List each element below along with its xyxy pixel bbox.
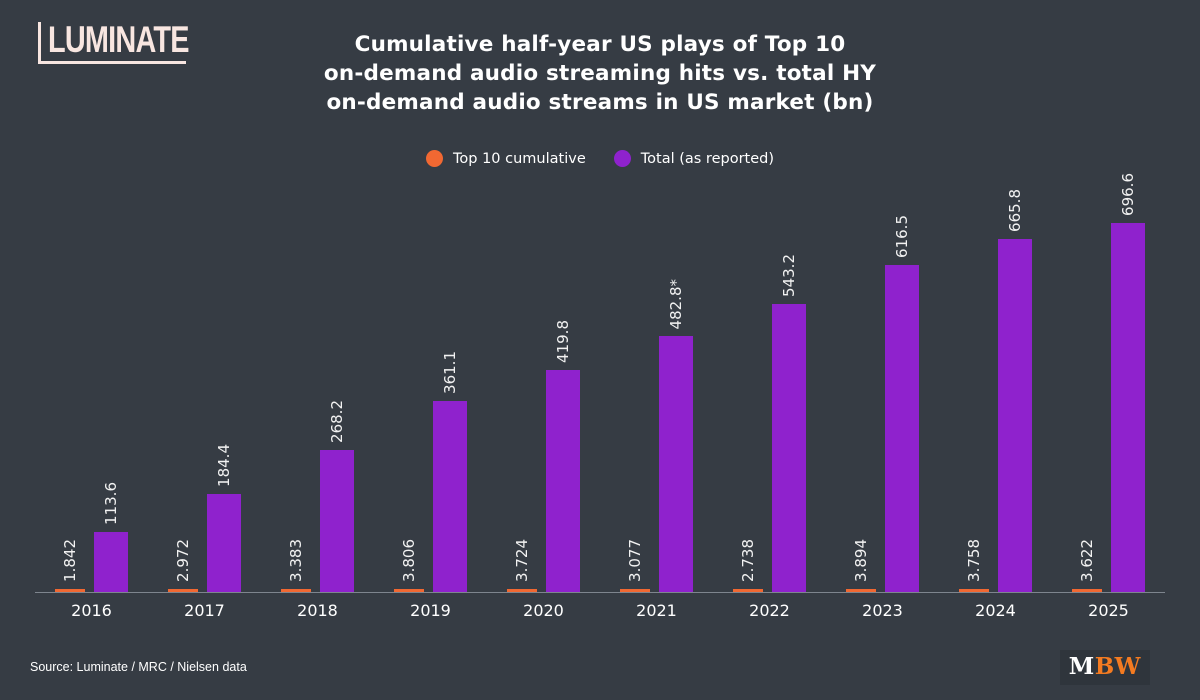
legend-label-total: Total (as reported) bbox=[640, 150, 774, 167]
x-axis-label-2017: 2017 bbox=[184, 601, 225, 620]
bar-value-label-total-2021: 482.8* bbox=[667, 278, 685, 330]
bar-value-label-total-2020: 419.8 bbox=[554, 319, 572, 363]
bar-group-2023: 3.894 616.5 2023 bbox=[846, 140, 919, 620]
bar-value-label-top10-2022: 2.738 bbox=[739, 538, 757, 582]
chart-title-line-1: Cumulative half-year US plays of Top 10 bbox=[354, 32, 846, 57]
bar-total-2023 bbox=[885, 265, 919, 592]
bar-value-label-total-2023: 616.5 bbox=[893, 215, 911, 259]
mbw-logo-m: M bbox=[1068, 653, 1095, 680]
bar-value-label-top10-2016: 1.842 bbox=[61, 538, 79, 582]
x-axis-label-2023: 2023 bbox=[862, 601, 903, 620]
bar-wrap-total-2022: 543.2 bbox=[772, 254, 806, 592]
bar-top10-2018 bbox=[281, 588, 311, 592]
bar-top10-2021 bbox=[620, 588, 650, 592]
bar-total-2017 bbox=[207, 494, 241, 592]
bar-group-2018: 3.383 268.2 2018 bbox=[281, 140, 354, 620]
x-axis-label-2020: 2020 bbox=[523, 601, 564, 620]
bar-group-2021: 3.077 482.8* 2021 bbox=[620, 140, 693, 620]
bar-wrap-total-2024: 665.8 bbox=[998, 189, 1032, 592]
bar-top10-2024 bbox=[959, 588, 989, 592]
bar-value-label-top10-2023: 3.894 bbox=[852, 538, 870, 582]
bar-wrap-top10-2025: 3.622 bbox=[1072, 539, 1102, 592]
bar-wrap-top10-2020: 3.724 bbox=[507, 539, 537, 592]
bar-top10-2020 bbox=[507, 588, 537, 592]
bar-value-label-total-2024: 665.8 bbox=[1006, 189, 1024, 233]
legend-dot-orange-icon bbox=[426, 150, 443, 167]
bar-total-2020 bbox=[546, 369, 580, 592]
bar-top10-2023 bbox=[846, 588, 876, 592]
bar-value-label-top10-2019: 3.806 bbox=[400, 538, 418, 582]
bar-group-2020: 3.724 419.8 2020 bbox=[507, 140, 580, 620]
bar-value-label-top10-2020: 3.724 bbox=[513, 538, 531, 582]
x-axis-label-2022: 2022 bbox=[749, 601, 790, 620]
bar-top10-2019 bbox=[394, 588, 424, 592]
bar-value-label-top10-2017: 2.972 bbox=[174, 538, 192, 582]
legend-item-top10: Top 10 cumulative bbox=[426, 150, 586, 167]
x-axis-label-2025: 2025 bbox=[1088, 601, 1129, 620]
bar-wrap-total-2023: 616.5 bbox=[885, 215, 919, 592]
x-axis-label-2021: 2021 bbox=[636, 601, 677, 620]
source-note: Source: Luminate / MRC / Nielsen data bbox=[30, 660, 247, 674]
x-axis-label-2019: 2019 bbox=[410, 601, 451, 620]
bar-wrap-top10-2024: 3.758 bbox=[959, 539, 989, 592]
bar-group-2016: 1.842 113.6 2016 bbox=[55, 140, 128, 620]
bar-group-2017: 2.972 184.4 2017 bbox=[168, 140, 241, 620]
bar-value-label-total-2022: 543.2 bbox=[780, 254, 798, 298]
bar-wrap-total-2025: 696.6 bbox=[1111, 173, 1145, 592]
bar-top10-2025 bbox=[1072, 588, 1102, 592]
bar-value-label-total-2016: 113.6 bbox=[102, 481, 120, 525]
bar-wrap-total-2020: 419.8 bbox=[546, 320, 580, 592]
bar-wrap-total-2018: 268.2 bbox=[320, 400, 354, 592]
bar-wrap-top10-2021: 3.077 bbox=[620, 539, 650, 592]
mbw-logo: MBW bbox=[1059, 650, 1150, 685]
x-axis-label-2016: 2016 bbox=[71, 601, 112, 620]
mbw-logo-bw: BW bbox=[1094, 653, 1141, 680]
bar-wrap-top10-2019: 3.806 bbox=[394, 539, 424, 592]
bar-group-2025: 3.622 696.6 2025 bbox=[1072, 140, 1145, 620]
bar-top10-2016 bbox=[55, 588, 85, 592]
bar-group-2024: 3.758 665.8 2024 bbox=[959, 140, 1032, 620]
bar-wrap-total-2019: 361.1 bbox=[433, 351, 467, 592]
bar-wrap-top10-2017: 2.972 bbox=[168, 539, 198, 592]
chart-title: Cumulative half-year US plays of Top 10 … bbox=[0, 30, 1200, 117]
bar-value-label-top10-2018: 3.383 bbox=[287, 538, 305, 582]
chart-title-line-2: on-demand audio streaming hits vs. total… bbox=[323, 61, 877, 86]
bar-value-label-total-2017: 184.4 bbox=[215, 444, 233, 488]
bar-value-label-total-2018: 268.2 bbox=[328, 399, 346, 443]
bar-value-label-top10-2025: 3.622 bbox=[1078, 538, 1096, 582]
bar-total-2018 bbox=[320, 449, 354, 592]
legend-label-top10: Top 10 cumulative bbox=[453, 150, 586, 167]
bar-value-label-total-2025: 696.6 bbox=[1119, 173, 1137, 216]
bar-value-label-top10-2024: 3.758 bbox=[965, 538, 983, 582]
x-axis-label-2024: 2024 bbox=[975, 601, 1016, 620]
legend-item-total: Total (as reported) bbox=[613, 150, 774, 167]
bar-wrap-top10-2016: 1.842 bbox=[55, 539, 85, 592]
bar-wrap-top10-2023: 3.894 bbox=[846, 539, 876, 592]
bar-total-2016 bbox=[94, 531, 128, 592]
legend-dot-purple-icon bbox=[613, 150, 631, 167]
bar-value-label-top10-2021: 3.077 bbox=[626, 538, 644, 582]
bar-wrap-top10-2022: 2.738 bbox=[733, 539, 763, 592]
chart-title-line-3: on-demand audio streams in US market (bn… bbox=[326, 90, 874, 115]
plot-area: 1.842 113.6 2016 2.972 184.4 2017 3.383 268.2 20… bbox=[35, 140, 1165, 620]
bar-group-2019: 3.806 361.1 2019 bbox=[394, 140, 467, 620]
bar-wrap-top10-2018: 3.383 bbox=[281, 539, 311, 592]
bar-wrap-total-2021: 482.8* bbox=[659, 279, 693, 592]
bar-total-2019 bbox=[433, 400, 467, 592]
bar-top10-2017 bbox=[168, 588, 198, 592]
bar-total-2022 bbox=[772, 304, 806, 592]
bar-value-label-total-2019: 361.1 bbox=[441, 350, 459, 394]
bar-wrap-total-2016: 113.6 bbox=[94, 482, 128, 592]
luminate-logo-text: LUMINATE bbox=[48, 19, 189, 60]
x-axis-label-2018: 2018 bbox=[297, 601, 338, 620]
bar-top10-2022 bbox=[733, 588, 763, 592]
bar-wrap-total-2017: 184.4 bbox=[207, 444, 241, 592]
bar-total-2021 bbox=[659, 336, 693, 592]
bar-total-2025 bbox=[1111, 223, 1145, 592]
chart-legend: Top 10 cumulative Total (as reported) bbox=[0, 150, 1200, 167]
bar-total-2024 bbox=[998, 239, 1032, 592]
luminate-logo: LUMINATE bbox=[38, 19, 189, 64]
bar-group-2022: 2.738 543.2 2022 bbox=[733, 140, 806, 620]
